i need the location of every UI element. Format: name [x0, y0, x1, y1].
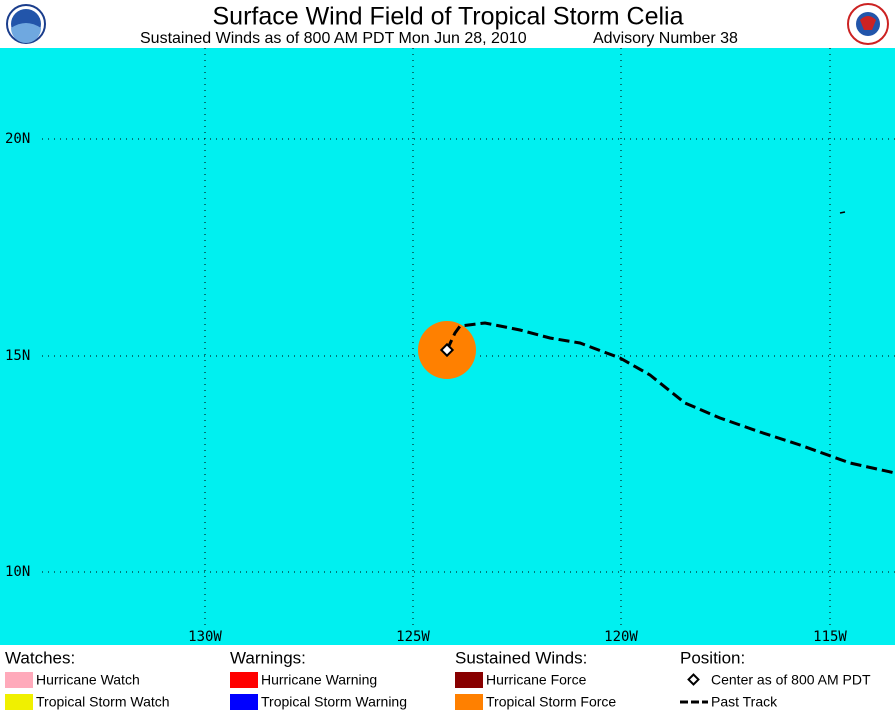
- legend-label: Center as of 800 AM PDT: [711, 672, 871, 688]
- legend-label: Tropical Storm Force: [486, 694, 616, 710]
- nws-logo: [847, 3, 889, 45]
- past-track: [445, 321, 895, 475]
- lon-label: 115W: [813, 629, 847, 645]
- lat-label: 15N: [5, 348, 30, 364]
- legend-swatch: [455, 672, 483, 688]
- legend-swatch: [230, 672, 258, 688]
- legend-heading: Sustained Winds:: [455, 648, 587, 667]
- legend-swatch: [230, 694, 258, 710]
- legend-swatch: [5, 694, 33, 710]
- title: Surface Wind Field of Tropical Storm Cel…: [212, 3, 683, 31]
- lon-label: 130W: [188, 629, 222, 645]
- lat-label: 10N: [5, 564, 30, 580]
- storm-center: [439, 342, 455, 358]
- island: [839, 211, 846, 214]
- legend-heading: Warnings:: [230, 648, 306, 667]
- legend-swatch: [5, 672, 33, 688]
- legend-label: Hurricane Warning: [261, 672, 377, 688]
- legend-heading: Position:: [680, 648, 745, 667]
- legend-label: Tropical Storm Warning: [261, 694, 407, 710]
- advisory: Advisory Number 38: [593, 30, 738, 47]
- lon-label: 125W: [396, 629, 430, 645]
- legend-swatch: [455, 694, 483, 710]
- legend-label: Tropical Storm Watch: [36, 694, 170, 710]
- legend-label: Hurricane Watch: [36, 672, 140, 688]
- legend-label: Hurricane Force: [486, 672, 587, 688]
- lat-label: 20N: [5, 131, 30, 147]
- legend-heading: Watches:: [5, 648, 75, 667]
- lon-label: 120W: [604, 629, 638, 645]
- legend-label: Past Track: [711, 694, 778, 710]
- noaa-logo: [6, 4, 46, 44]
- legend-diamond: [687, 673, 700, 686]
- subtitle: Sustained Winds as of 800 AM PDT Mon Jun…: [140, 30, 527, 47]
